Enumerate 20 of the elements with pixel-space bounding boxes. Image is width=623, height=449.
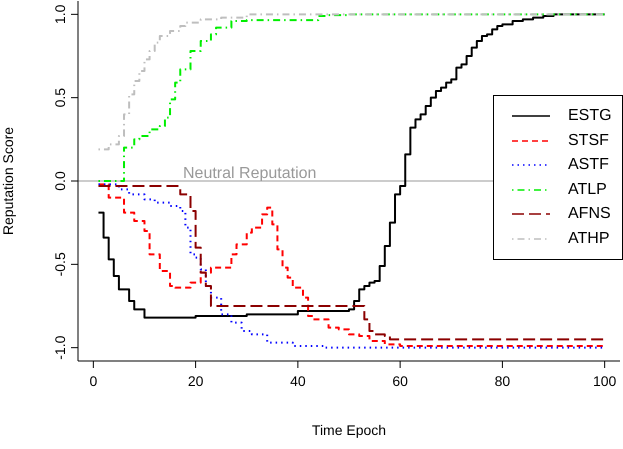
y-tick-label: 0.5 xyxy=(52,88,68,108)
legend-label: ATHP xyxy=(568,230,610,248)
y-tick-label: 0.0 xyxy=(52,171,68,191)
x-axis-title: Time Epoch xyxy=(312,422,386,438)
y-axis-title: Reputation Score xyxy=(0,126,16,236)
x-tick-label: 80 xyxy=(494,373,510,389)
x-tick-label: 20 xyxy=(188,373,204,389)
y-tick-label: -1.0 xyxy=(52,335,68,360)
legend-label: ASTF xyxy=(568,156,609,174)
x-tick-label: 100 xyxy=(592,373,617,389)
x-tick-label: 40 xyxy=(290,373,306,389)
legend-label: AFNS xyxy=(568,205,611,224)
y-tick-label: -0.5 xyxy=(52,252,68,276)
legend-label: STSF xyxy=(568,132,609,150)
x-tick-label: 0 xyxy=(89,373,98,389)
legend-label: ESTG xyxy=(568,107,612,126)
y-tick-label: 1.0 xyxy=(52,4,68,24)
legend-label: ATLP xyxy=(568,180,607,199)
x-tick-label: 60 xyxy=(392,373,408,389)
ref-line-label: Neutral Reputation xyxy=(183,165,316,182)
